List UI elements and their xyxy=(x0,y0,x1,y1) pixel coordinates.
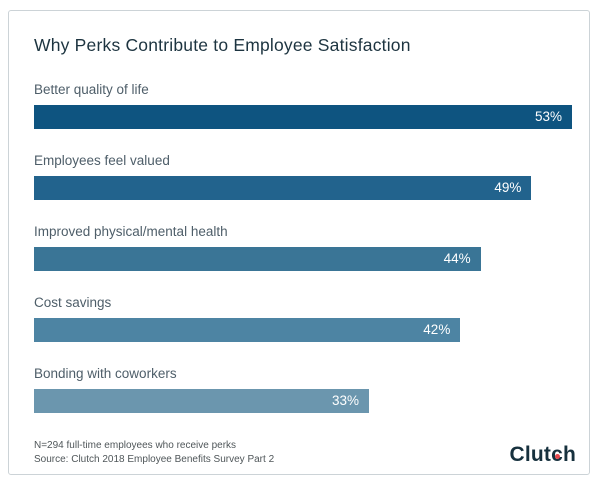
chart-footnote: N=294 full-time employees who receive pe… xyxy=(34,439,274,467)
bar-track: 42% xyxy=(34,318,572,342)
bar-category-label: Bonding with coworkers xyxy=(34,366,177,381)
bar: 33% xyxy=(34,389,369,413)
bar-track: 44% xyxy=(34,247,572,271)
logo-letter-c: c xyxy=(551,443,563,467)
bar-value-label: 33% xyxy=(331,393,359,408)
bar-track: 49% xyxy=(34,176,572,200)
bar-group: Employees feel valued 49% xyxy=(34,152,572,200)
bar: 53% xyxy=(34,105,572,129)
bar-group: Better quality of life 53% xyxy=(34,81,572,129)
logo-text-start: Clut xyxy=(509,443,552,466)
bar-category-label: Improved physical/mental health xyxy=(34,224,228,239)
bar: 44% xyxy=(34,247,481,271)
bar-category-label: Cost savings xyxy=(34,295,112,310)
bar: 42% xyxy=(34,318,461,342)
chart-title: Why Perks Contribute to Employee Satisfa… xyxy=(34,35,411,55)
chart-card: Why Perks Contribute to Employee Satisfa… xyxy=(8,10,590,475)
bar-value-label: 49% xyxy=(494,180,522,195)
clutch-logo: Clutch xyxy=(509,443,576,467)
bar-track: 33% xyxy=(34,389,572,413)
bar-track: 53% xyxy=(34,105,572,129)
bar-group: Improved physical/mental health 44% xyxy=(34,223,572,271)
logo-text-end: h xyxy=(562,443,576,466)
bar-chart-plot-area: Better quality of life 53% Employees fee… xyxy=(34,11,572,474)
bar: 49% xyxy=(34,176,532,200)
bar-value-label: 53% xyxy=(534,109,562,124)
bar-group: Bonding with coworkers 33% xyxy=(34,365,572,413)
logo-red-dot-icon xyxy=(555,453,561,459)
bar-value-label: 42% xyxy=(423,322,451,337)
bar-category-label: Better quality of life xyxy=(34,82,149,97)
bar-value-label: 44% xyxy=(443,251,471,266)
bar-group: Cost savings 42% xyxy=(34,294,572,342)
source-note: Source: Clutch 2018 Employee Benefits Su… xyxy=(34,454,275,465)
sample-size-note: N=294 full-time employees who receive pe… xyxy=(34,440,237,451)
bar-category-label: Employees feel valued xyxy=(34,153,170,168)
